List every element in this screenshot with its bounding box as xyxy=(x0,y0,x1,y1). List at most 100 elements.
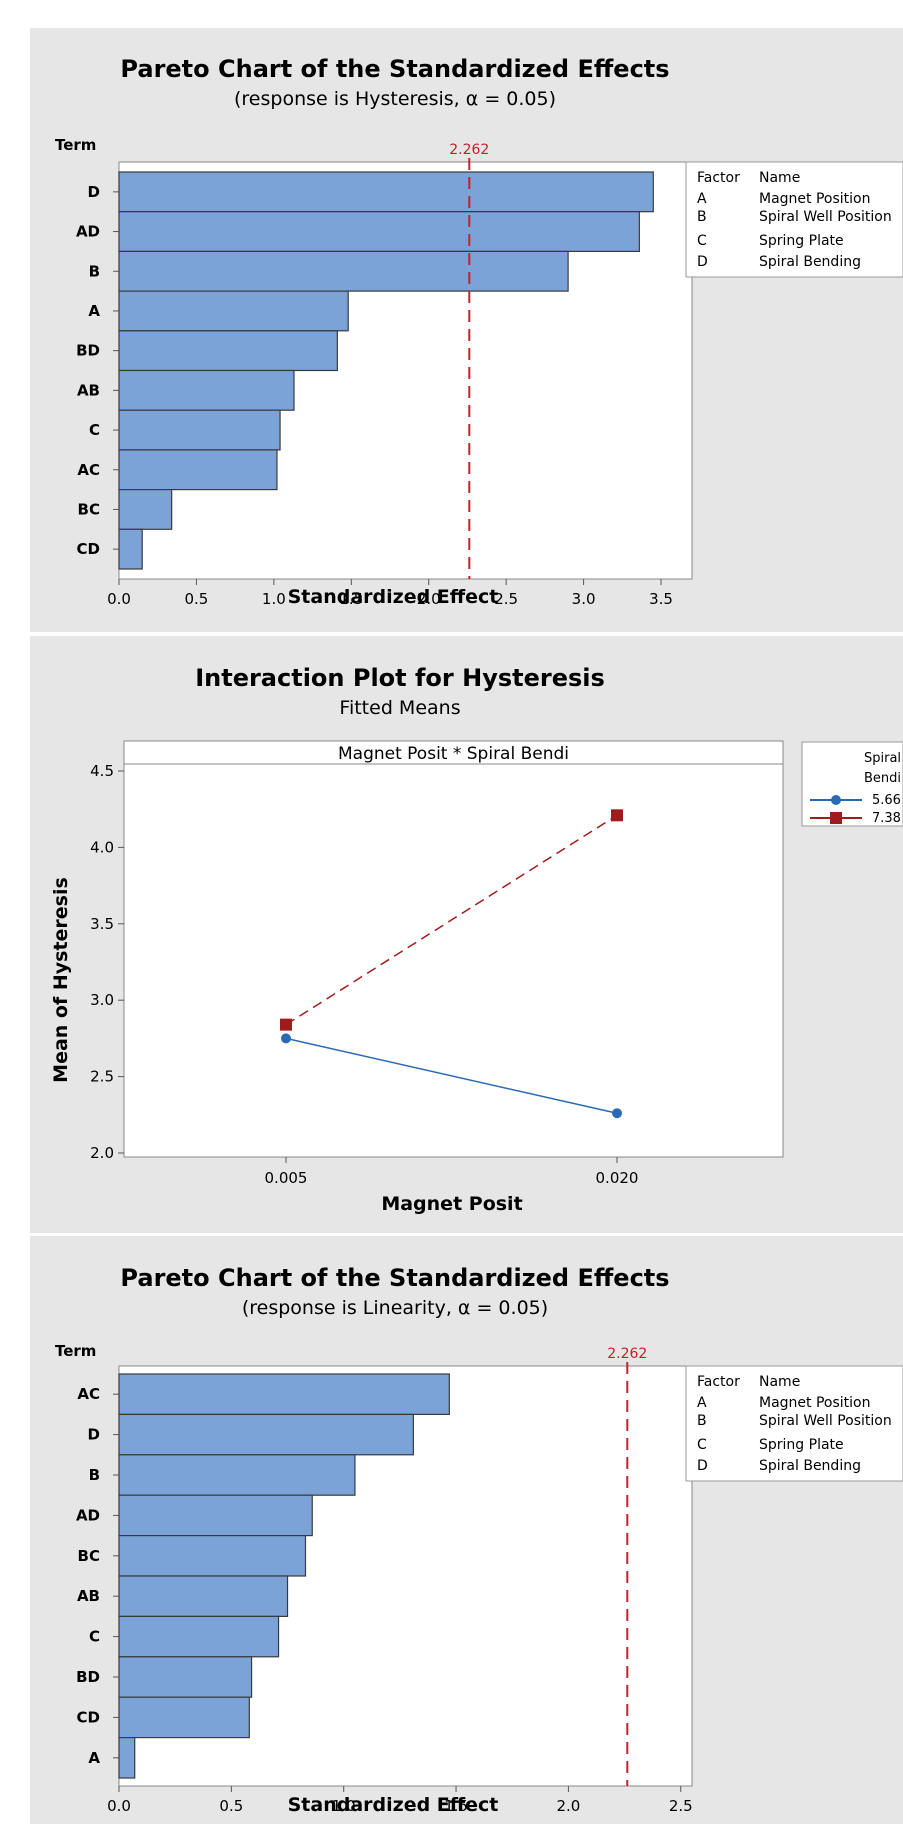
x-tick-label: 2.0 xyxy=(556,1797,580,1815)
x-tick-label: 1.0 xyxy=(262,590,286,608)
y-tick-label: B xyxy=(89,1466,100,1484)
chart-subtitle: (response is Hysteresis, α = 0.05) xyxy=(234,88,556,110)
bar xyxy=(118,369,295,411)
pareto-plot-area: AC D B AD BC AB C BD CD A 2.262 0.0 0.5 1.0 1.5 2.0 2.5 xyxy=(76,1346,693,1815)
legend-entry: 5.66 xyxy=(872,793,901,808)
bar xyxy=(118,1454,356,1496)
y-tick-label: A xyxy=(88,1749,100,1767)
pareto-plot-area: D AD B A BD AB C AC BC CD 2.262 0.0 0.5 1.0 1.5 2.0 2.5 3… xyxy=(76,142,693,608)
factor-table-box xyxy=(685,1365,903,1482)
y-tick-label: 2.5 xyxy=(90,1068,114,1086)
bar xyxy=(118,1413,414,1456)
chart-subtitle: Fitted Means xyxy=(339,697,460,719)
bar xyxy=(118,1615,280,1658)
y-tick-label: AC xyxy=(77,1385,100,1403)
x-axis-label: Standardized Effect xyxy=(288,586,499,608)
interaction-plot-chart: Interaction Plot for Hysteresis Fitted M… xyxy=(50,664,903,1215)
y-tick-label: A xyxy=(88,302,100,320)
x-tick-label: 2.5 xyxy=(494,590,518,608)
y-tick-label: 4.5 xyxy=(90,762,114,780)
bar xyxy=(118,449,278,491)
bar xyxy=(118,528,143,570)
bar xyxy=(118,330,338,372)
x-tick-label: 0.0 xyxy=(107,590,131,608)
interaction-plot-panel: Interaction Plot for Hysteresis Fitted M… xyxy=(30,636,903,1233)
x-tick-label: 0.0 xyxy=(107,1797,131,1815)
chart-title: Pareto Chart of the Standardized Effects xyxy=(120,1264,669,1292)
x-tick-label: 1.5 xyxy=(339,590,363,608)
factor-code: C xyxy=(697,233,707,249)
y-tick-label: AB xyxy=(77,381,100,399)
bar xyxy=(118,1737,136,1779)
y-tick-label: 3.0 xyxy=(90,991,114,1009)
bar xyxy=(118,1656,253,1698)
x-tick-label: 1.5 xyxy=(444,1797,468,1815)
y-tick-label: D xyxy=(88,1426,100,1444)
factor-name: Spiral Bending xyxy=(759,1458,861,1474)
reference-label: 2.262 xyxy=(607,1346,647,1362)
y-tick-label: AD xyxy=(76,223,100,241)
factor-name: Spiral Well Position xyxy=(759,1413,892,1429)
interaction-plot-area: Magnet Posit * Spiral Bendi 2.0 2.5 3.0 3.5 4… xyxy=(90,740,784,1187)
x-tick-label: 1.0 xyxy=(332,1797,356,1815)
factor-code: C xyxy=(697,1437,707,1453)
y-tick-label: BC xyxy=(78,500,100,518)
pareto-linearity-chart: Pareto Chart of the Standardized Effects… xyxy=(55,1264,903,1816)
x-tick-label: 3.5 xyxy=(649,590,673,608)
x-tick-label: 2.5 xyxy=(669,1797,693,1815)
y-tick-label: AC xyxy=(77,461,100,479)
strip-label: Magnet Posit * Spiral Bendi xyxy=(338,744,569,764)
factor-table: Factor Name A Magnet Position B Spiral W… xyxy=(685,1365,903,1482)
factor-code: D xyxy=(697,1458,708,1474)
factor-header: Factor xyxy=(697,170,740,186)
bar xyxy=(118,1575,289,1618)
y-tick-label: 4.0 xyxy=(90,838,114,856)
term-axis-label: Term xyxy=(55,136,96,154)
y-tick-label: B xyxy=(89,262,100,280)
y-tick-label: AD xyxy=(76,1506,100,1524)
bar xyxy=(118,250,569,292)
factor-name: Spiral Bending xyxy=(759,254,861,270)
factor-table-box xyxy=(685,161,903,278)
factor-name: Spring Plate xyxy=(759,233,844,249)
y-tick-label: 2.0 xyxy=(90,1144,114,1162)
data-point xyxy=(611,809,623,822)
data-point xyxy=(281,1033,291,1044)
y-tick-label: D xyxy=(88,183,100,201)
y-tick-label: BD xyxy=(76,342,100,360)
bar xyxy=(118,409,281,451)
square-marker-icon xyxy=(830,812,842,824)
bar xyxy=(118,290,349,332)
legend-entry: 7.38 xyxy=(872,811,901,826)
bar xyxy=(118,1696,250,1739)
series-line xyxy=(285,814,618,1026)
reference-label: 2.262 xyxy=(449,142,489,158)
y-tick-label: 3.5 xyxy=(90,915,114,933)
factor-name: Magnet Position xyxy=(759,1395,870,1411)
name-header: Name xyxy=(759,1374,800,1390)
pareto-linearity-panel: Pareto Chart of the Standardized Effects… xyxy=(30,1236,903,1824)
x-tick-label: 0.005 xyxy=(265,1169,308,1187)
bar xyxy=(118,1494,313,1537)
factor-name: Magnet Position xyxy=(759,191,870,207)
factor-header: Factor xyxy=(697,1374,740,1390)
chart-title: Pareto Chart of the Standardized Effects xyxy=(120,55,669,83)
data-point xyxy=(612,1108,622,1119)
y-tick-label: C xyxy=(89,1628,100,1646)
legend-box xyxy=(801,741,903,827)
x-axis-label: Standardized Effect xyxy=(288,1794,499,1816)
y-tick-label: CD xyxy=(77,1708,100,1726)
x-axis-label: Magnet Posit xyxy=(381,1193,522,1215)
x-tick-label: 0.020 xyxy=(596,1169,639,1187)
term-axis-label: Term xyxy=(55,1342,96,1360)
factor-code: B xyxy=(697,209,707,225)
x-tick-label: 3.0 xyxy=(572,590,596,608)
legend-title: Bendi xyxy=(864,771,901,786)
legend-title: Spiral xyxy=(864,751,901,766)
factor-table: Factor Name A Magnet Position B Spiral W… xyxy=(685,161,903,278)
y-tick-label: CD xyxy=(77,540,100,558)
circle-marker-icon xyxy=(831,795,841,805)
plot-frame xyxy=(123,740,784,1158)
y-tick-label: C xyxy=(89,421,100,439)
